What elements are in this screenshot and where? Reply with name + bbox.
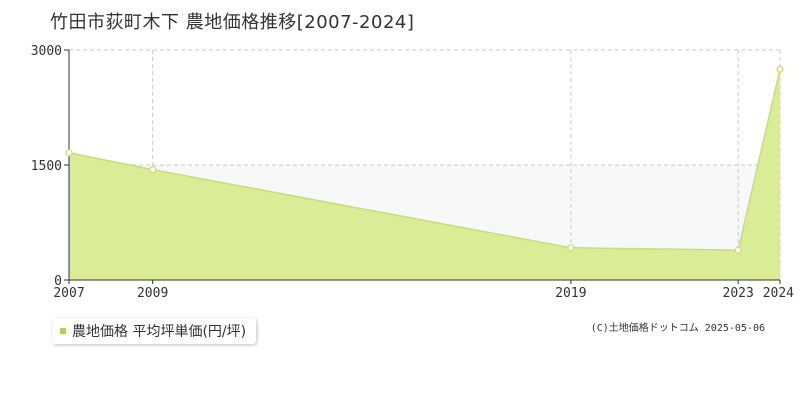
data-points [65, 65, 784, 254]
chart-title: 竹田市荻町木下 農地価格推移[2007-2024] [50, 12, 415, 33]
tick-labels: 0 1500 3000 2007 2009 2019 2023 2024 [31, 44, 794, 301]
y-tick-label: 0 [54, 274, 62, 289]
legend-marker [60, 328, 66, 334]
y-tick-label: 1500 [31, 159, 62, 174]
x-tick-label: 2009 [137, 286, 168, 301]
legend: 農地価格 平均坪単価(円/坪) [52, 318, 257, 344]
series-area [69, 69, 780, 281]
data-point [65, 149, 73, 157]
x-tick-label: 2023 [723, 286, 754, 301]
x-tick-label: 2024 [763, 286, 794, 301]
axes [64, 49, 781, 284]
y-tick-label: 3000 [31, 44, 62, 59]
x-tick-label: 2019 [555, 286, 586, 301]
data-point [567, 244, 575, 252]
legend-label: 農地価格 平均坪単価(円/坪) [72, 324, 247, 340]
data-point [776, 65, 784, 73]
data-point [149, 166, 157, 174]
x-tick-label: 2007 [53, 286, 84, 301]
data-point [734, 246, 742, 254]
copyright-text: (C)土地価格ドットコム 2025-05-06 [590, 323, 765, 334]
